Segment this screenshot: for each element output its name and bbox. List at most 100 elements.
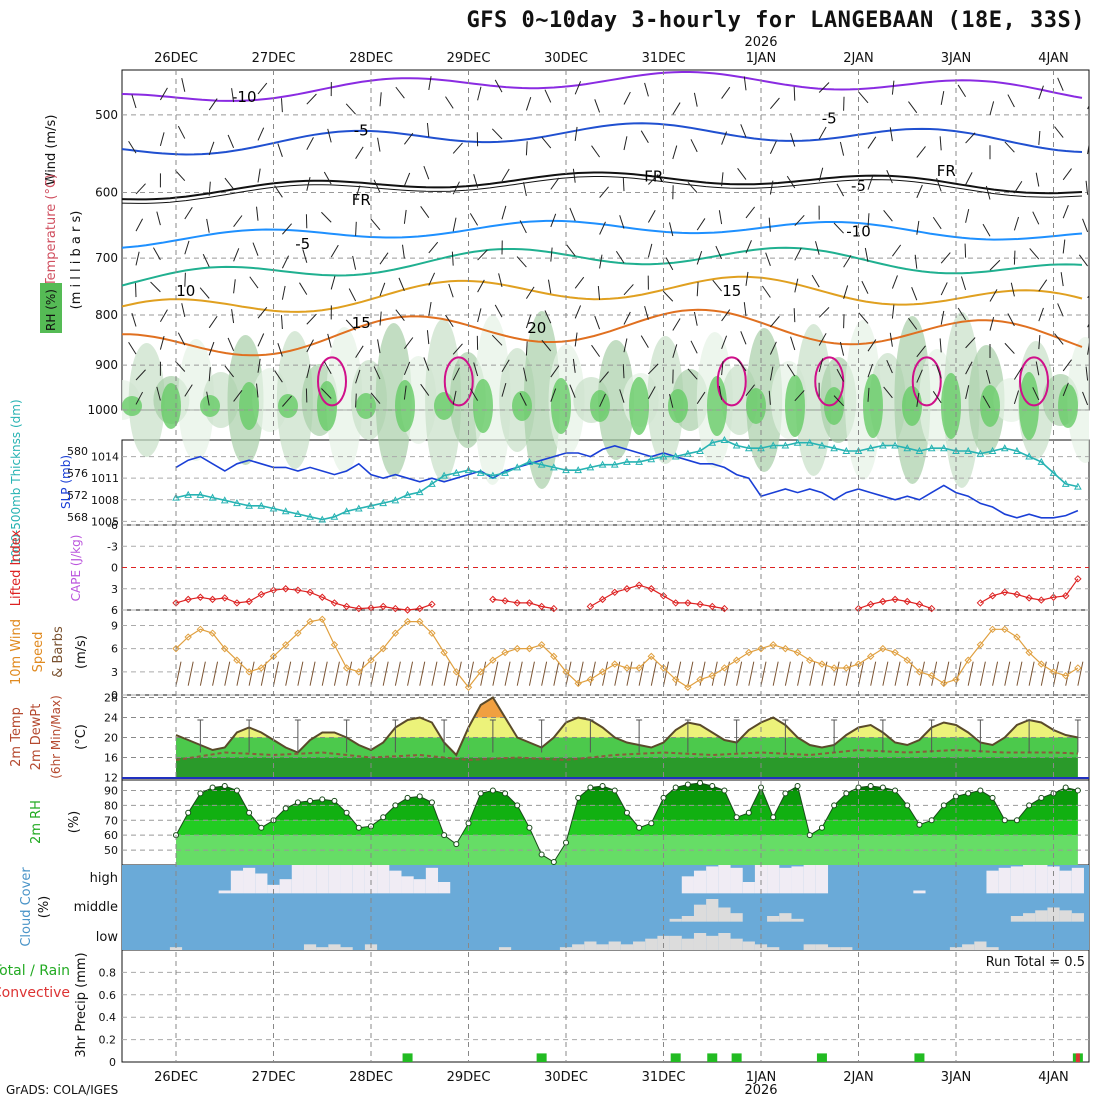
wind-barb [525,96,532,111]
rh2m-marker [526,824,533,831]
thickness-marker [476,468,485,476]
thickness-marker [976,449,985,457]
wind-barb [256,383,259,398]
wind10m-barb [748,661,755,686]
wind-barb [965,172,973,185]
wind10m-barb [224,661,231,686]
wind-barb [257,82,268,95]
cloud-cell-low [596,944,609,950]
wind-barb [574,305,582,319]
thickness-marker [1037,457,1046,465]
wind-barb [696,282,699,297]
wind-barb [423,357,430,371]
wind-barb [599,186,609,198]
cloud-cell-low [681,938,694,950]
lifted-index-marker [208,595,217,604]
wind10m-marker [379,644,387,653]
time-label-top: 31DEC [642,51,686,66]
wind-barb [693,311,698,326]
panel-frame-wind [121,609,1090,696]
wind-barb [135,369,146,381]
cloud-cell-high [352,865,365,894]
rh2m-marker [502,790,509,797]
thickness-marker [623,457,631,465]
rh2m-marker [380,814,387,821]
wind-barb [404,132,414,145]
rh-ylabel-2: (%) [67,811,82,834]
time-label-top: 26DEC [154,51,198,66]
wind10m-barb [650,661,657,686]
wind-barb [669,222,674,237]
isotherm [122,176,1083,204]
lifted-index-marker [647,585,656,593]
wind-barb [1038,85,1044,100]
wind-barb [989,317,995,331]
thickness-ytick: 576 [67,467,88,480]
wind-barb [721,335,728,350]
wind10m-marker [452,668,461,676]
wind-barb [599,221,606,235]
lifted-index-marker [586,602,595,611]
wind10m-marker [964,656,972,664]
wind-barb [135,251,140,266]
wind-barb [323,171,332,185]
cloud-cell-middle [1023,913,1036,922]
wind-barb [256,206,259,221]
rh-shading [326,327,363,473]
wind10m-marker [635,664,643,672]
wind-barb [662,290,674,302]
year-label-bottom: 2026 [744,1083,777,1098]
wind10m-marker [818,660,826,668]
wind-barb [940,310,945,325]
time-label-bottom: 31DEC [642,1070,686,1085]
upper-ytick: 700 [95,251,118,265]
wind10m-barb [516,661,523,686]
wind10m-marker [525,644,534,653]
rh2m-marker [416,793,423,800]
wind10m-barb [736,661,743,686]
cloud-cell-high [389,870,402,894]
precip-bar [707,1053,718,1062]
wind-barb [428,76,432,91]
wind10m-barb [407,661,414,686]
wind-barb [174,360,186,372]
rh-shading [943,312,980,488]
wind-barb [306,137,314,150]
wind-barb [1054,333,1064,345]
lifted-index-marker [342,602,351,611]
wind-barb [786,175,796,189]
wind-barb [306,339,314,353]
wind-barb [989,289,998,302]
rh2m-marker [818,824,825,831]
thickness-ytick: 572 [67,489,88,502]
contour-label: FR [937,162,956,180]
lifted-index-marker [598,595,607,604]
rh2m-marker [892,787,899,794]
lifted-index-marker [221,594,229,602]
wind-barb [184,240,190,255]
wind-barb [550,365,560,378]
contour-label: -10 [846,222,871,240]
wind-barb [936,364,942,379]
rh2m-marker [879,784,886,791]
wind10m-barb [626,661,633,686]
wind-barb [839,141,845,156]
time-label-bottom: 29DEC [447,1070,491,1085]
wind-barb [519,392,527,406]
slp-ytick: 1011 [91,472,119,485]
wind-barb [768,390,771,405]
wind-barb [916,345,926,358]
upper-air-plot: -10 -5 -5 FR FR FR -5 -5 10 -10 15 15 20 [122,71,1089,489]
rh-ytick: 90 [104,784,118,797]
rh-shading [317,381,337,431]
wind-barb [131,94,137,109]
wind-barb [373,179,381,193]
wind-ytick: 3 [111,666,118,679]
lifted-index-marker [245,597,253,606]
precip-ytick: 0.2 [99,1034,117,1047]
isotherm [122,171,1083,201]
wind-barb [623,91,631,105]
wind-barb [886,170,893,184]
cloud-cell-low [949,947,963,950]
wind-barb [1013,180,1023,194]
